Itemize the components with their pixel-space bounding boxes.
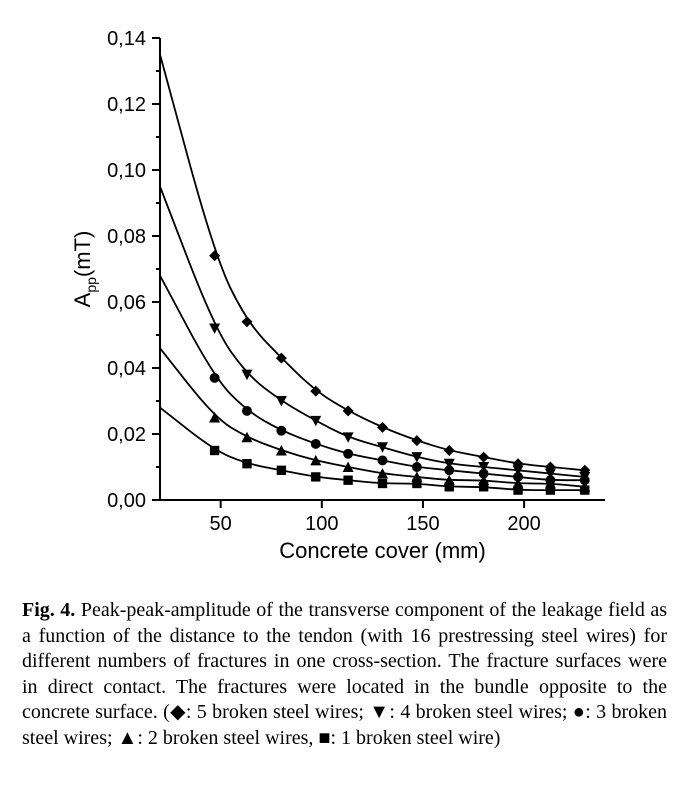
- svg-text:Concrete cover (mm): Concrete cover (mm): [279, 538, 486, 563]
- svg-text:200: 200: [507, 513, 540, 535]
- diamond-icon: ◆: [170, 701, 186, 723]
- legend-1-wire: : 1 broken steel wire): [331, 727, 501, 749]
- amplitude-chart: 0,00 0,02 0,04 0,06 0,08 0,10 0,12 0,14 50 100 150…: [65, 20, 625, 580]
- triangle-up-icon: ▲: [118, 727, 138, 749]
- legend-5-wires: : 5 broken steel wires;: [186, 701, 369, 723]
- legend-4-wires: : 4 broken steel wires;: [389, 701, 572, 723]
- svg-text:0,02: 0,02: [107, 424, 146, 446]
- svg-text:0,08: 0,08: [107, 226, 146, 248]
- svg-text:0,00: 0,00: [107, 490, 146, 512]
- chart-container: 0,00 0,02 0,04 0,06 0,08 0,10 0,12 0,14 50 100 150…: [65, 20, 625, 580]
- svg-text:0,12: 0,12: [107, 94, 146, 116]
- svg-text:0,04: 0,04: [107, 358, 146, 380]
- triangle-down-icon: ▼: [369, 701, 389, 723]
- square-icon: ■: [318, 727, 330, 749]
- figure-label: Fig. 4.: [22, 599, 75, 621]
- legend-2-wires: : 2 broken steel wires,: [137, 727, 318, 749]
- circle-icon: ●: [573, 701, 585, 723]
- svg-text:150: 150: [406, 513, 439, 535]
- svg-text:100: 100: [305, 513, 338, 535]
- svg-text:0,14: 0,14: [107, 28, 146, 50]
- svg-text:50: 50: [209, 513, 231, 535]
- svg-text:0,06: 0,06: [107, 292, 146, 314]
- svg-text:0,10: 0,10: [107, 160, 146, 182]
- figure-caption: Fig. 4. Peak-peak-amplitude of the trans…: [22, 598, 667, 752]
- svg-text:App(mT): App(mT): [70, 231, 99, 308]
